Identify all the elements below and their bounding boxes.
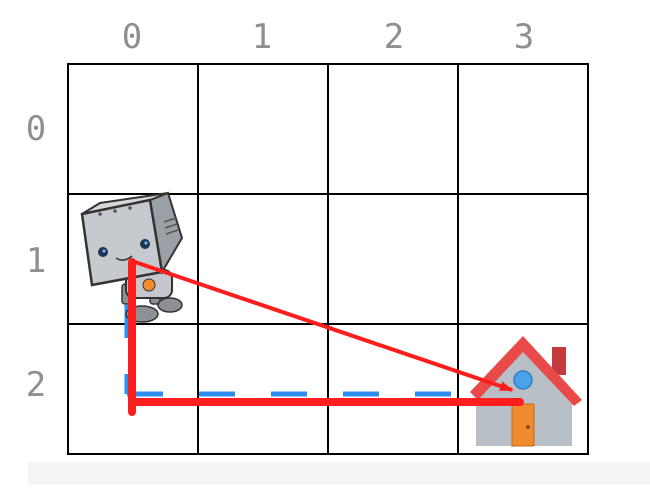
col-label-2: 2 [384, 17, 404, 57]
col-label-3: 3 [514, 17, 534, 57]
dashed-path [124, 305, 512, 397]
manhattan-path [128, 258, 524, 416]
col-label-0: 0 [122, 17, 142, 57]
row-label-0: 0 [26, 109, 46, 149]
row-label-1: 1 [26, 241, 46, 281]
col-label-1: 1 [252, 17, 272, 57]
row-label-2: 2 [26, 365, 46, 405]
house-icon [470, 336, 582, 447]
direct-arrow [131, 259, 514, 392]
footer-strip [28, 462, 650, 485]
